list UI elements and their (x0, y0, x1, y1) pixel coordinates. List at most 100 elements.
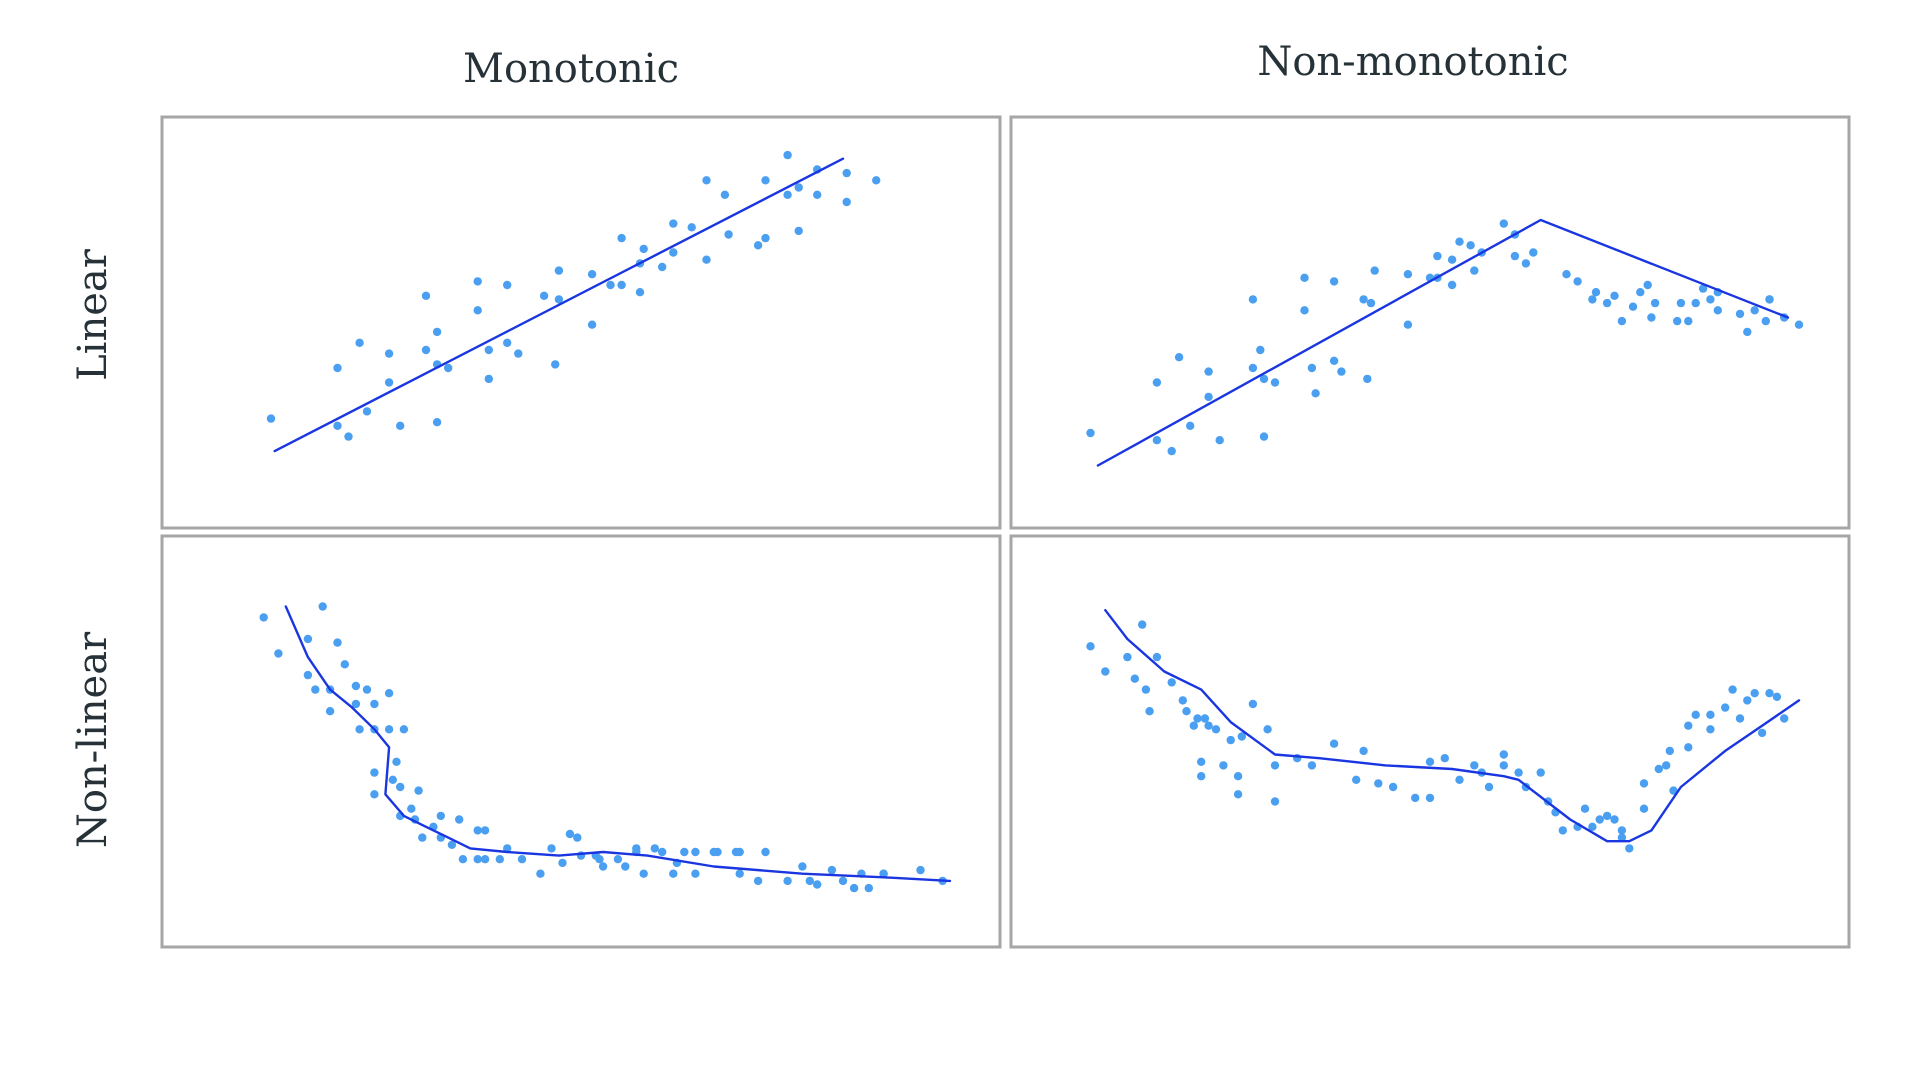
data-point (333, 638, 342, 647)
data-point (687, 223, 696, 232)
data-point (1765, 689, 1774, 698)
data-point (1484, 782, 1494, 792)
data-point (1636, 288, 1645, 297)
data-point (318, 602, 327, 611)
data-point (1219, 761, 1228, 770)
panel-non-linear-non-monotonic (1009, 534, 1851, 949)
data-point (1197, 772, 1206, 781)
data-point (872, 176, 881, 185)
data-point (724, 230, 733, 239)
data-point (1728, 685, 1737, 694)
data-point (1588, 295, 1597, 304)
data-point (1197, 757, 1206, 766)
data-point (1602, 298, 1612, 308)
data-point (1761, 316, 1771, 326)
data-point (720, 190, 730, 199)
data-point (1602, 811, 1612, 821)
data-point (399, 725, 409, 734)
data-point (1588, 822, 1597, 831)
data-point (274, 649, 283, 658)
data-point (421, 345, 431, 355)
data-point (455, 815, 464, 824)
data-point (1193, 714, 1202, 723)
data-point (1706, 710, 1715, 719)
data-point (783, 150, 792, 160)
data-point (333, 363, 342, 373)
data-point (606, 280, 615, 290)
data-point (1639, 804, 1649, 813)
data-point (388, 775, 397, 784)
data-point (1440, 754, 1450, 763)
fit-line (284, 605, 952, 883)
data-point (1226, 735, 1235, 745)
data-point (1337, 367, 1346, 376)
data-point (1447, 280, 1457, 290)
data-point (587, 320, 597, 329)
data-point (1204, 721, 1213, 730)
data-point (1713, 306, 1723, 315)
data-point (1562, 270, 1571, 279)
data-point (1300, 306, 1309, 315)
data-point (1388, 782, 1398, 792)
data-point (539, 291, 549, 300)
data-point (1536, 768, 1545, 777)
data-point (761, 233, 770, 243)
data-point (311, 685, 320, 694)
data-point (1329, 277, 1339, 286)
data-point (458, 855, 468, 864)
data-point (484, 345, 493, 355)
data-point (1145, 707, 1154, 716)
data-point (355, 725, 364, 734)
data-point (783, 876, 792, 886)
data-point (1130, 674, 1140, 683)
data-point (1499, 761, 1509, 770)
data-point (547, 844, 556, 853)
data-point (1182, 707, 1191, 716)
data-point (842, 197, 851, 207)
data-point (503, 844, 512, 853)
data-point (1684, 743, 1693, 752)
data-point (838, 876, 848, 886)
data-point (1676, 298, 1686, 308)
data-point (1514, 768, 1523, 777)
data-point (503, 280, 512, 290)
data-point (1617, 833, 1627, 842)
data-point (753, 241, 763, 250)
data-point (384, 725, 394, 734)
data-point (735, 869, 744, 878)
data-point (421, 291, 431, 300)
data-point (1654, 764, 1664, 774)
data-point (1270, 378, 1280, 387)
data-point (702, 176, 711, 185)
data-point (473, 277, 482, 286)
data-point (1123, 652, 1132, 662)
data-point (1259, 374, 1269, 384)
data-point (340, 660, 349, 669)
data-point (1650, 298, 1660, 308)
data-point (639, 869, 648, 878)
data-point (1215, 436, 1224, 445)
data-point (1684, 316, 1693, 326)
data-point (879, 869, 888, 878)
data-point (1673, 316, 1682, 326)
data-point (1735, 309, 1745, 319)
data-point (554, 266, 564, 275)
data-point (1521, 259, 1531, 268)
data-point (1138, 620, 1147, 629)
data-point (691, 847, 700, 857)
panel-non-linear-monotonic (160, 534, 1002, 949)
data-point (1510, 251, 1520, 261)
data-point (794, 226, 803, 236)
data-point (1237, 732, 1247, 741)
data-point (1248, 295, 1258, 304)
data-point (669, 219, 678, 228)
data-point (473, 855, 482, 864)
data-point (1167, 678, 1176, 687)
data-point (617, 233, 626, 243)
row-title-linear: Linear (70, 248, 116, 381)
data-point (1780, 714, 1789, 723)
data-point (1662, 761, 1671, 770)
data-point (1765, 295, 1774, 304)
data-point (1750, 306, 1759, 315)
